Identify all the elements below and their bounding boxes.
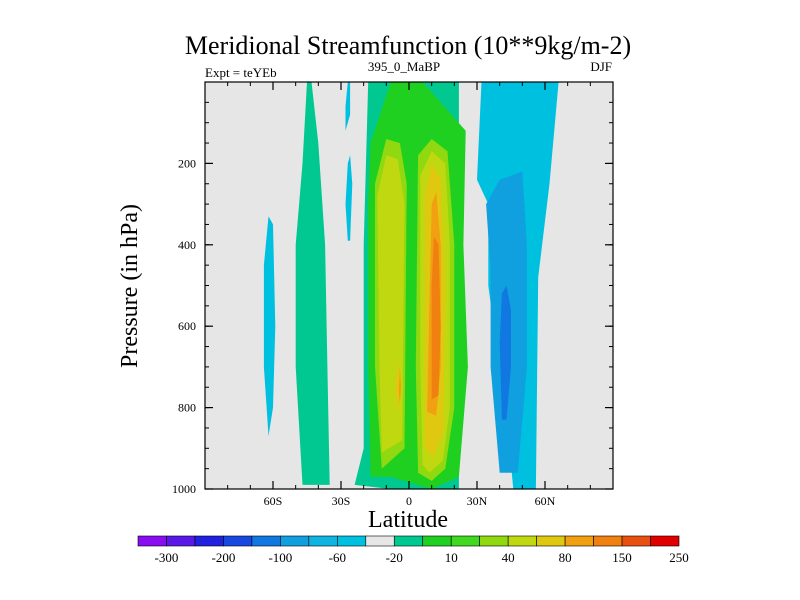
- subtitle-left: Expt = teYEb: [205, 65, 277, 80]
- colorbar-swatch: [251, 535, 281, 547]
- colorbar-swatch: [593, 535, 623, 547]
- contour-region-sh-mid-band: [295, 82, 330, 485]
- x-tick-label: 0: [406, 494, 412, 508]
- chart-title: Meridional Streamfunction (10**9kg/m-2): [185, 31, 631, 60]
- colorbar-swatch: [621, 535, 651, 547]
- contour-region-sh-upper-blob: [345, 155, 353, 241]
- x-tick-label: 30N: [467, 494, 488, 508]
- contour-region-inner-neg-cell: [499, 285, 511, 420]
- contour-region-sh-polar-strip: [263, 216, 276, 437]
- colorbar-label: 250: [669, 550, 689, 565]
- colorbar-label: -200: [211, 550, 235, 565]
- colorbar-label: -20: [386, 550, 403, 565]
- colorbar-label: 10: [445, 550, 458, 565]
- plot-frame: [204, 81, 614, 490]
- colorbar-swatch: [507, 535, 537, 547]
- colorbar-swatch: [308, 535, 338, 547]
- contour-fill-layer: [263, 82, 559, 489]
- contour-region-nh-cell-max: [431, 236, 441, 400]
- colorbar-swatch: [564, 535, 594, 547]
- colorbar-swatch: [280, 535, 310, 547]
- colorbar-label: 40: [502, 550, 515, 565]
- x-axis-label: Latitude: [368, 507, 448, 533]
- colorbar-label: 150: [612, 550, 632, 565]
- x-tick-label: 60N: [535, 494, 556, 508]
- contour-region-sh-cell-dip: [398, 366, 402, 404]
- colorbar-label: -60: [329, 550, 346, 565]
- colorbar-label: -100: [268, 550, 292, 565]
- colorbar: -300 -200 -100 -60 -20 10 40 80 150 250: [137, 535, 689, 565]
- y-tick-label: 800: [178, 401, 196, 415]
- colorbar-swatch: [650, 535, 680, 547]
- colorbar-swatch: [166, 535, 196, 547]
- contour-region-sh-cell-peak: [395, 358, 400, 416]
- colorbar-swatch: [450, 535, 480, 547]
- y-tick-label: 600: [178, 319, 196, 333]
- colorbar-swatch: [223, 535, 253, 547]
- y-tick-label: 200: [178, 156, 196, 170]
- colorbar-swatch: [536, 535, 566, 547]
- contour-region-sh-upper-tip: [345, 82, 351, 131]
- y-tick-label: 400: [178, 238, 196, 252]
- y-tick-label: 1000: [172, 482, 196, 496]
- x-tick-label: 60S: [264, 494, 283, 508]
- contour-region-sh-cell-inner: [377, 155, 405, 453]
- subtitle-center: 395_0_MaBP: [368, 59, 440, 74]
- colorbar-swatch: [393, 535, 424, 547]
- colorbar-label: -300: [155, 550, 179, 565]
- subtitle-right: DJF: [590, 59, 612, 74]
- colorbar-swatch: [137, 535, 167, 547]
- colorbar-swatch: [365, 535, 395, 547]
- colorbar-swatch: [337, 535, 367, 547]
- y-axis-label: Pressure (in hPa): [117, 204, 143, 368]
- colorbar-label: 80: [559, 550, 572, 565]
- x-tick-label: 30S: [332, 494, 351, 508]
- colorbar-swatch: [422, 535, 452, 547]
- colorbar-swatch: [194, 535, 224, 547]
- colorbar-swatch: [479, 535, 509, 547]
